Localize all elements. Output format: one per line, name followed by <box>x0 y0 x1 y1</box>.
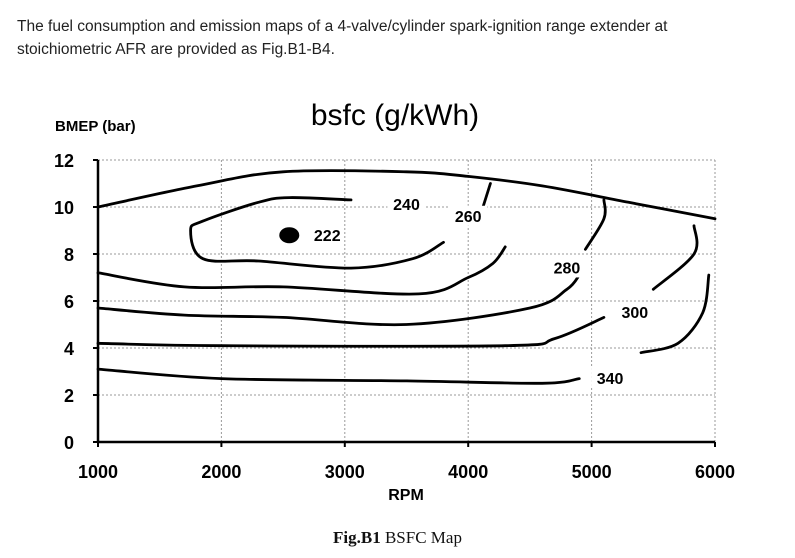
contour-280-segment <box>584 198 607 251</box>
contour-240-label-bg <box>387 194 426 214</box>
contour-260-label-bg <box>449 205 488 226</box>
y-tick-label: 12 <box>54 151 74 171</box>
x-tick-label: 5000 <box>572 462 612 482</box>
contour-280-label-bg <box>547 257 586 278</box>
contour-280-line <box>96 273 581 327</box>
contour-340-line <box>96 367 581 385</box>
contour-300-line <box>96 316 606 348</box>
contour-340-label: 340 <box>597 371 624 388</box>
figure-caption-text: BSFC Map <box>384 528 462 547</box>
y-tick-label: 10 <box>54 198 74 218</box>
x-tick-label: 1000 <box>78 462 118 482</box>
intro-line-1: The fuel consumption and emission maps o… <box>17 18 668 35</box>
x-tick-label: 4000 <box>448 462 488 482</box>
contour-240-line <box>189 196 445 270</box>
contour-260-segment <box>481 182 492 209</box>
intro-line-2: stoichiometric AFR are provided as Fig.B… <box>17 41 335 58</box>
contour-300-segment <box>651 224 699 291</box>
contour-300-label: 300 <box>621 305 648 322</box>
y-tick-label: 4 <box>64 339 74 359</box>
y-tick-label: 0 <box>64 433 74 453</box>
y-tick-label: 2 <box>64 386 74 406</box>
y-tick-label: 6 <box>64 292 74 312</box>
contour-240-label: 240 <box>393 197 420 214</box>
contour-340-segment <box>639 273 711 355</box>
chart-title: bsfc (g/kWh) <box>311 99 479 132</box>
contour-260-label: 260 <box>455 209 482 226</box>
contour-300-label-bg <box>615 302 654 323</box>
contour-340-label-bg <box>591 367 630 388</box>
contour-280-label: 280 <box>554 260 581 277</box>
y-tick-label: 8 <box>64 245 74 265</box>
x-tick-label: 6000 <box>695 462 735 482</box>
x-axis-label: RPM <box>388 487 424 504</box>
x-tick-label: 3000 <box>325 462 365 482</box>
intro-paragraph: The fuel consumption and emission maps o… <box>17 15 787 61</box>
y-axis-label: BMEP (bar) <box>55 118 136 135</box>
x-tick-label: 2000 <box>201 462 241 482</box>
contour-boundary-line <box>96 169 717 221</box>
optimum-point <box>279 227 300 244</box>
contour-260-line <box>96 245 507 296</box>
optimum-label: 222 <box>314 228 341 245</box>
figure-caption: Fig.B1 BSFC Map <box>0 528 795 548</box>
figure-caption-label: Fig.B1 <box>333 528 381 547</box>
